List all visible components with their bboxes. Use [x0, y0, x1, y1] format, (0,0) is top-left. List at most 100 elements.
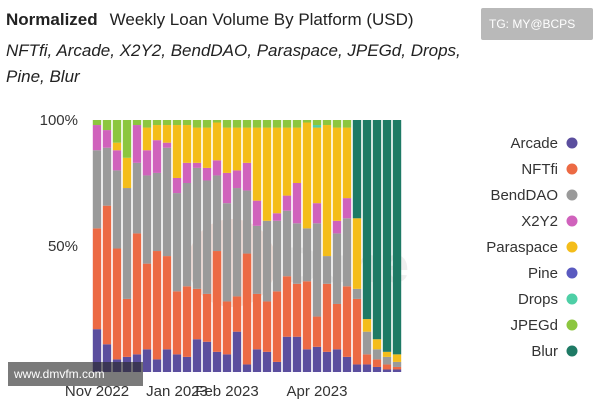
bar-segment-arcade-26 [352, 364, 362, 372]
bar-segment-jpegd-9 [182, 120, 192, 126]
bar-segment-x2y2-24 [332, 220, 342, 234]
bar-layer [92, 120, 402, 372]
legend-label-jpegd: JPEGd [510, 317, 558, 334]
bar-segment-benddao-27 [362, 331, 372, 355]
bar-segment-nftfi-21 [302, 281, 312, 350]
legend-label-drops: Drops [518, 291, 558, 308]
bar-segment-x2y2-20 [292, 183, 302, 224]
bar-segment-nftfi-10 [192, 288, 202, 340]
bar-segment-x2y2-22 [312, 203, 322, 224]
bar-segment-arcade-19 [282, 336, 292, 372]
bar-segment-jpegd-22 [312, 120, 322, 126]
bar-segment-jpegd-18 [272, 120, 282, 128]
bar-segment-benddao-11 [202, 180, 212, 294]
bar-segment-arcade-30 [392, 369, 402, 372]
bar-segment-jpegd-12 [212, 120, 222, 123]
bar-segment-nftfi-29 [382, 364, 392, 370]
bar-segment-x2y2-0 [92, 125, 102, 151]
bar-segment-arcade-21 [302, 349, 312, 372]
bar-segment-paraspace-24 [332, 127, 342, 221]
bar-segment-arcade-29 [382, 369, 392, 372]
bar-segment-jpegd-0 [92, 120, 102, 126]
bar-segment-benddao-2 [112, 170, 122, 249]
bar-segment-benddao-10 [192, 167, 202, 289]
bar-segment-arcade-24 [332, 349, 342, 372]
bar-segment-jpegd-7 [162, 120, 172, 126]
x-tick-label: Jan 2023 [146, 383, 208, 400]
bar-segment-blur-26 [352, 120, 362, 219]
bar-segment-nftfi-2 [112, 248, 122, 360]
bar-segment-nftfi-24 [332, 303, 342, 350]
bar-segment-paraspace-10 [192, 127, 202, 163]
bar-segment-benddao-15 [242, 190, 252, 254]
bar-segment-arcade-10 [192, 339, 202, 372]
bar-segment-jpegd-4 [132, 120, 142, 126]
legend-marker-paraspace [566, 241, 578, 253]
bar-segment-arcade-16 [252, 349, 262, 372]
bar-segment-nftfi-7 [162, 256, 172, 350]
bar-segment-jpegd-21 [302, 120, 312, 123]
bar-segment-x2y2-7 [162, 142, 172, 148]
bar-segment-x2y2-1 [102, 130, 112, 148]
chart-subtitle: NFTfi, Arcade, X2Y2, BendDAO, Paraspace,… [6, 41, 461, 86]
bar-segment-benddao-19 [282, 210, 292, 277]
bar-segment-arcade-14 [232, 331, 242, 372]
bar-segment-paraspace-19 [282, 127, 292, 196]
bar-segment-benddao-29 [382, 356, 392, 365]
bar-segment-arcade-9 [182, 356, 192, 372]
bar-segment-paraspace-30 [392, 354, 402, 362]
legend-marker-jpegd [566, 319, 578, 331]
bar-segment-paraspace-21 [302, 122, 312, 229]
bar-segment-arcade-11 [202, 341, 212, 372]
bar-segment-paraspace-3 [122, 157, 132, 189]
bar-segment-arcade-18 [272, 361, 282, 372]
legend-label-nftfi: NFTfi [521, 161, 558, 178]
bar-segment-x2y2-25 [342, 198, 352, 219]
bar-segment-benddao-24 [332, 233, 342, 304]
bar-segment-nftfi-8 [172, 291, 182, 355]
bar-segment-x2y2-14 [232, 170, 242, 189]
bar-segment-blur-29 [382, 120, 392, 352]
bar-segment-paraspace-6 [152, 125, 162, 141]
bar-segment-benddao-1 [102, 147, 112, 206]
bar-segment-jpegd-10 [192, 120, 202, 128]
bar-segment-x2y2-10 [192, 162, 202, 168]
bar-segment-x2y2-5 [142, 150, 152, 176]
bar-segment-arcade-25 [342, 356, 352, 372]
bar-segment-nftfi-12 [212, 251, 222, 352]
bar-segment-benddao-3 [122, 188, 132, 299]
bar-segment-jpegd-25 [342, 120, 352, 128]
bar-segment-x2y2-19 [282, 195, 292, 211]
bar-segment-x2y2-15 [242, 162, 252, 191]
bar-segment-benddao-26 [352, 288, 362, 299]
bar-segment-jpegd-13 [222, 120, 232, 128]
chart-title: Normalized Weekly Loan Volume By Platform… [6, 10, 414, 30]
bar-segment-benddao-16 [252, 225, 262, 294]
bar-segment-benddao-4 [132, 162, 142, 234]
bar-segment-nftfi-4 [132, 233, 142, 355]
bar-segment-benddao-6 [152, 172, 162, 252]
bar-segment-benddao-8 [172, 193, 182, 292]
y-tick-label: 50% [48, 238, 78, 255]
bar-segment-arcade-0 [92, 329, 102, 372]
site-watermark: www.dmvfm.com [8, 362, 143, 386]
bar-segment-paraspace-17 [262, 127, 272, 221]
bar-segment-benddao-13 [222, 203, 232, 302]
bar-segment-nftfi-27 [362, 354, 372, 365]
bar-segment-paraspace-14 [232, 127, 242, 171]
chart-title-bold: Normalized [6, 10, 98, 29]
bar-segment-paraspace-22 [312, 127, 322, 204]
bar-segment-benddao-12 [212, 175, 222, 252]
legend-label-paraspace: Paraspace [486, 239, 558, 256]
legend-marker-drops [566, 293, 578, 305]
bar-segment-blur-28 [372, 120, 382, 340]
bar-segment-x2y2-18 [272, 213, 282, 221]
bar-segment-arcade-1 [102, 344, 112, 372]
bar-segment-paraspace-27 [362, 319, 372, 332]
legend-label-x2y2: X2Y2 [521, 213, 558, 230]
bar-segment-benddao-18 [272, 220, 282, 292]
bar-segment-paraspace-20 [292, 127, 302, 183]
bar-segment-jpegd-3 [122, 120, 132, 158]
bar-segment-jpegd-14 [232, 120, 242, 128]
bar-segment-arcade-23 [322, 351, 332, 372]
